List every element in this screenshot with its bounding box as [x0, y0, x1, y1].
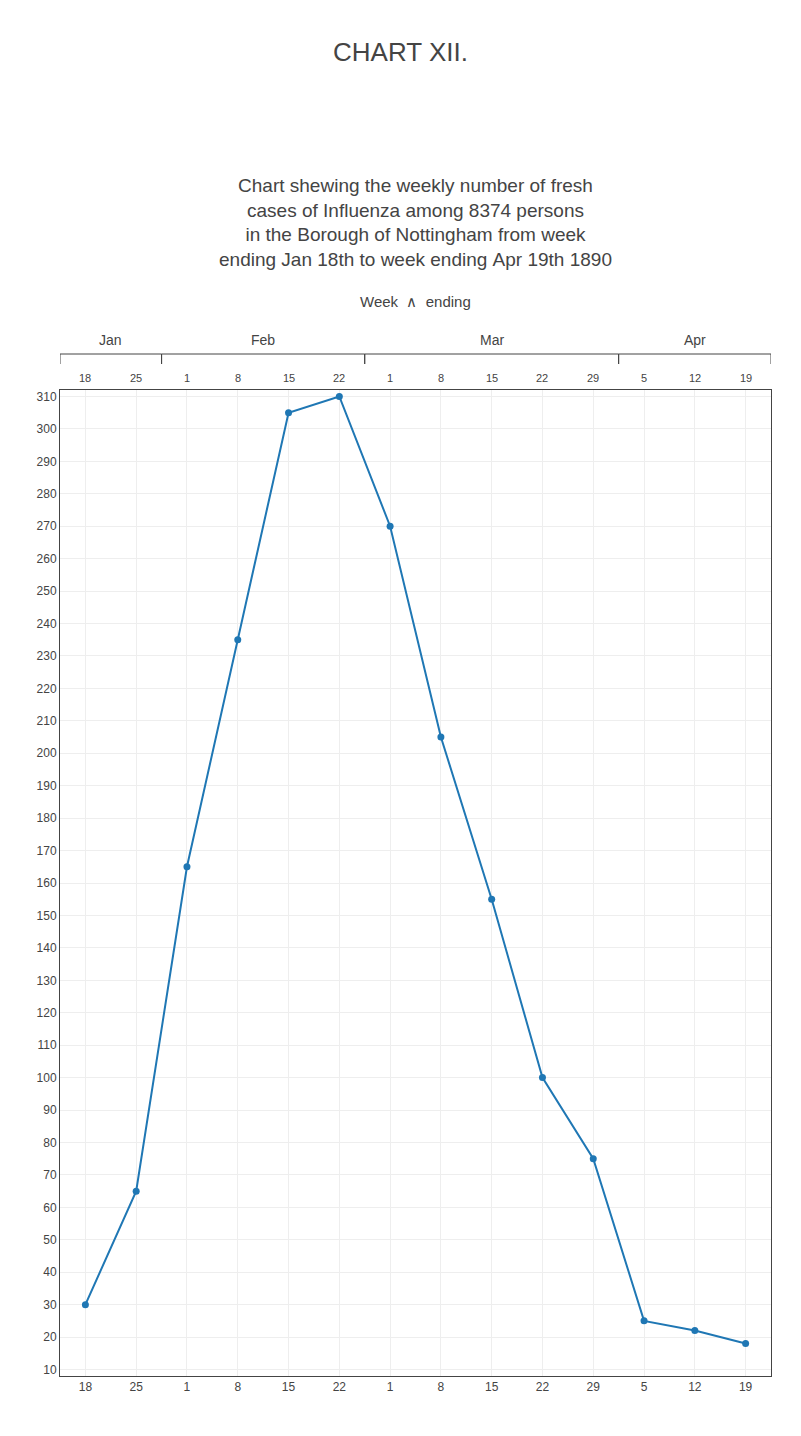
- svg-text:120: 120: [37, 1006, 57, 1020]
- svg-text:60: 60: [43, 1201, 57, 1215]
- svg-text:19: 19: [740, 372, 752, 384]
- svg-text:29: 29: [587, 1380, 601, 1394]
- svg-text:15: 15: [282, 1380, 296, 1394]
- svg-text:Feb: Feb: [251, 332, 275, 348]
- svg-text:Week ∧ ending: Week ∧ ending: [360, 293, 471, 310]
- svg-text:160: 160: [37, 876, 57, 890]
- svg-text:15: 15: [283, 372, 295, 384]
- svg-text:230: 230: [37, 649, 57, 663]
- svg-text:15: 15: [486, 372, 498, 384]
- svg-text:240: 240: [37, 617, 57, 631]
- svg-text:1: 1: [387, 372, 393, 384]
- svg-text:8: 8: [438, 372, 444, 384]
- svg-text:1: 1: [184, 1380, 191, 1394]
- svg-text:5: 5: [641, 372, 647, 384]
- svg-text:22: 22: [536, 372, 548, 384]
- svg-text:300: 300: [37, 422, 57, 436]
- svg-text:200: 200: [37, 746, 57, 760]
- svg-text:25: 25: [130, 372, 142, 384]
- svg-text:Apr: Apr: [684, 332, 706, 348]
- svg-text:22: 22: [333, 1380, 347, 1394]
- svg-text:22: 22: [536, 1380, 550, 1394]
- svg-text:250: 250: [37, 584, 57, 598]
- svg-text:290: 290: [37, 455, 57, 469]
- svg-text:29: 29: [587, 372, 599, 384]
- svg-text:15: 15: [485, 1380, 499, 1394]
- svg-text:25: 25: [130, 1380, 144, 1394]
- svg-text:5: 5: [641, 1380, 648, 1394]
- svg-text:110: 110: [37, 1038, 56, 1052]
- svg-text:Jan: Jan: [99, 332, 122, 348]
- svg-text:220: 220: [37, 682, 57, 696]
- svg-text:30: 30: [43, 1298, 57, 1312]
- svg-text:280: 280: [37, 487, 57, 501]
- svg-text:40: 40: [43, 1265, 57, 1279]
- svg-text:1: 1: [184, 372, 190, 384]
- svg-text:100: 100: [37, 1071, 57, 1085]
- svg-text:Mar: Mar: [480, 332, 504, 348]
- svg-text:10: 10: [43, 1363, 57, 1377]
- svg-text:90: 90: [43, 1103, 57, 1117]
- svg-text:210: 210: [37, 714, 57, 728]
- svg-text:190: 190: [37, 779, 57, 793]
- svg-text:130: 130: [37, 974, 57, 988]
- svg-text:270: 270: [37, 519, 57, 533]
- svg-text:12: 12: [689, 372, 701, 384]
- svg-text:18: 18: [79, 1380, 93, 1394]
- svg-text:20: 20: [43, 1330, 57, 1344]
- svg-text:70: 70: [43, 1168, 57, 1182]
- svg-text:140: 140: [37, 941, 57, 955]
- svg-text:Chart shewing the weekly numbe: Chart shewing the weekly number of fresh…: [219, 175, 612, 270]
- svg-text:8: 8: [438, 1380, 445, 1394]
- svg-text:180: 180: [37, 811, 57, 825]
- svg-text:8: 8: [235, 372, 241, 384]
- svg-text:22: 22: [333, 372, 345, 384]
- svg-text:19: 19: [739, 1380, 753, 1394]
- svg-text:1: 1: [387, 1380, 394, 1394]
- svg-text:80: 80: [43, 1136, 57, 1150]
- svg-text:170: 170: [37, 844, 57, 858]
- svg-text:18: 18: [79, 372, 91, 384]
- svg-text:12: 12: [688, 1380, 702, 1394]
- svg-text:50: 50: [43, 1233, 57, 1247]
- svg-text:CHART XII.: CHART XII.: [333, 37, 468, 67]
- svg-text:8: 8: [234, 1380, 241, 1394]
- svg-text:310: 310: [37, 390, 57, 404]
- svg-text:260: 260: [37, 552, 57, 566]
- svg-text:150: 150: [37, 909, 57, 923]
